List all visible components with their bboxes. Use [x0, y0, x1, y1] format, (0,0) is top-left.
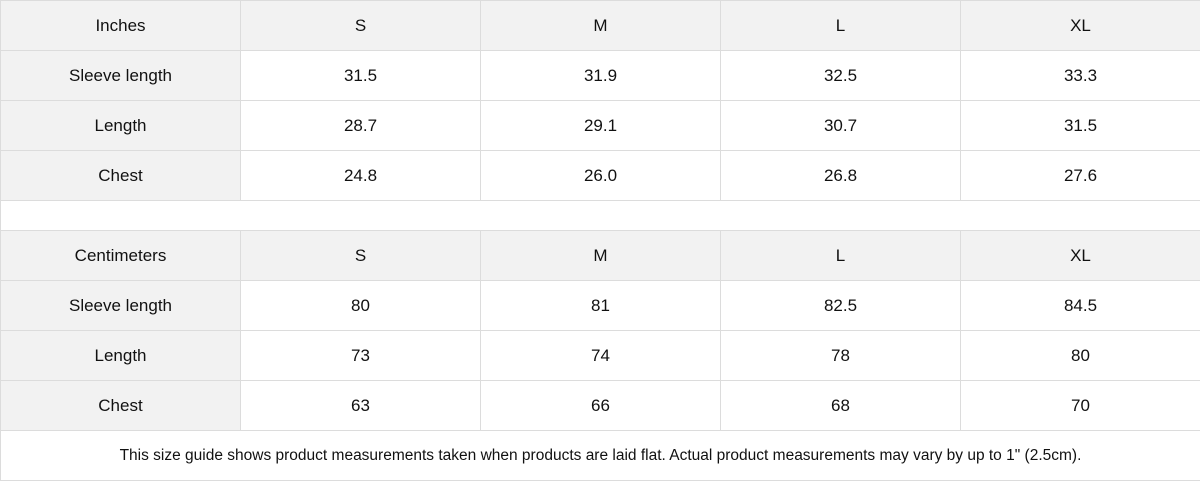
measurement-cell: 82.5: [721, 281, 961, 331]
spacer-cell: [1, 201, 1200, 231]
measurement-cell: 80: [241, 281, 481, 331]
measurement-cell: 63: [241, 381, 481, 431]
row-label: Chest: [1, 381, 241, 431]
row-label: Sleeve length: [1, 281, 241, 331]
size-header: L: [721, 231, 961, 281]
measurement-cell: 28.7: [241, 101, 481, 151]
unit-header: Inches: [1, 1, 241, 51]
measurement-cell: 29.1: [481, 101, 721, 151]
size-header: S: [241, 1, 481, 51]
table-spacer: [1, 201, 1200, 231]
measurement-cell: 80: [961, 331, 1200, 381]
measurement-cell: 84.5: [961, 281, 1200, 331]
size-header: S: [241, 231, 481, 281]
unit-header: Centimeters: [1, 231, 241, 281]
size-header: M: [481, 1, 721, 51]
measurement-cell: 74: [481, 331, 721, 381]
footnote: This size guide shows product measuremen…: [1, 431, 1200, 481]
measurement-cell: 26.0: [481, 151, 721, 201]
size-header: L: [721, 1, 961, 51]
size-header: M: [481, 231, 721, 281]
row-label: Sleeve length: [1, 51, 241, 101]
measurement-cell: 73: [241, 331, 481, 381]
measurement-cell: 31.5: [961, 101, 1200, 151]
measurement-cell: 30.7: [721, 101, 961, 151]
measurement-cell: 32.5: [721, 51, 961, 101]
measurement-cell: 26.8: [721, 151, 961, 201]
row-label: Chest: [1, 151, 241, 201]
measurement-cell: 27.6: [961, 151, 1200, 201]
size-header: XL: [961, 231, 1200, 281]
measurement-cell: 33.3: [961, 51, 1200, 101]
measurement-cell: 70: [961, 381, 1200, 431]
footnote-row: This size guide shows product measuremen…: [1, 431, 1200, 481]
measurement-cell: 31.5: [241, 51, 481, 101]
measurement-cell: 68: [721, 381, 961, 431]
measurement-cell: 78: [721, 331, 961, 381]
size-header: XL: [961, 1, 1200, 51]
measurement-cell: 24.8: [241, 151, 481, 201]
row-label: Length: [1, 101, 241, 151]
measurement-cell: 31.9: [481, 51, 721, 101]
measurement-cell: 66: [481, 381, 721, 431]
row-label: Length: [1, 331, 241, 381]
measurement-cell: 81: [481, 281, 721, 331]
